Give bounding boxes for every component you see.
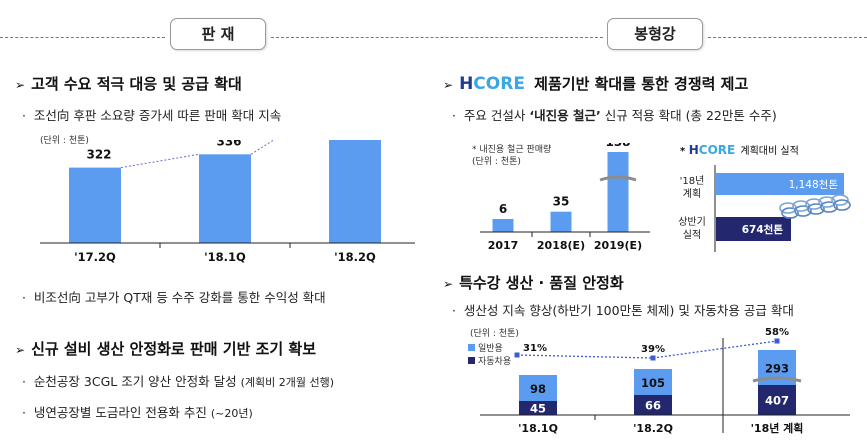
x-tick-label: '18.2Q [633, 422, 673, 435]
right-divider [708, 37, 867, 38]
tab-bar-section: 봉형강 [607, 18, 703, 50]
left-bullet-2: · 비조선向 고부가 QT재 등 수주 강화를 통한 수익성 확대 [22, 290, 326, 305]
triangle-bullet-icon: ➢ [443, 277, 454, 291]
right-bullet-2: · 생산성 지속 향상(하반기 100만톤 체제) 및 자동차용 공급 확대 [452, 303, 794, 318]
rebar-coil-icon [820, 201, 838, 213]
x-tick-label: '18.2Q [334, 250, 376, 264]
bar-value-label: 138 [605, 143, 630, 149]
axis-break-marker [752, 376, 802, 383]
triangle-bullet-icon: ➢ [15, 343, 26, 357]
legend-general: 일반용 [468, 341, 503, 354]
right-heading-1: ➢ HCORE 제품기반 확대를 통한 경쟁력 제고 [443, 74, 749, 94]
bar-value-label: 1,148천톤 [789, 179, 839, 191]
bar [607, 152, 629, 232]
bar-value-label: 322 [86, 148, 111, 162]
mini-chart-unit: (단위 : 천톤) [472, 157, 521, 167]
right-heading-2: ➢ 특수강 생산 · 품질 안정화 [443, 274, 624, 292]
bar-value-label: 35 [553, 195, 570, 209]
left-heading-1: ➢ 고객 수요 적극 대응 및 공급 확대 [15, 75, 242, 93]
row-label: '18년 [680, 175, 705, 187]
legend-auto: 자동차용 [468, 354, 511, 367]
trend-connector [250, 140, 275, 155]
bar-auto [519, 401, 557, 415]
x-tick-label: '18.1Q [204, 250, 246, 264]
rebar-coil-icon [794, 205, 812, 217]
dot-bullet-icon: · [22, 290, 34, 305]
x-tick-label: 2019(E) [594, 239, 642, 252]
bar-general-value: 105 [641, 376, 665, 390]
right-unit: (단위 : 천톤) [470, 329, 519, 339]
bar [199, 154, 251, 243]
bar-auto-value: 407 [765, 394, 789, 408]
rebar-coil-icon [831, 194, 849, 206]
share-label: 31% [523, 343, 547, 354]
rebar-coil-icon [781, 207, 799, 219]
dot-bullet-icon: · [452, 108, 464, 123]
dot-bullet-icon: · [22, 108, 34, 123]
x-tick-label: 2018(E) [537, 239, 585, 252]
legend-swatch-auto [468, 357, 475, 364]
dot-bullet-icon: · [22, 405, 34, 420]
mini-chart-title: * 내진용 철근 판매량 [472, 145, 552, 155]
hicore-logo: HCORE [459, 74, 525, 94]
bar-value-label: 6 [499, 202, 507, 216]
bar-value-label: 674천톤 [742, 223, 784, 236]
tab-plate: 판 재 [170, 18, 266, 50]
bar-auto [634, 395, 672, 415]
rebar-coil-icon [833, 199, 851, 211]
row-label: 실적 [683, 229, 701, 241]
bar [716, 173, 844, 195]
bar [69, 167, 121, 243]
x-tick-label: '18년 계획 [751, 421, 804, 435]
bar [329, 140, 381, 244]
x-tick-label: '18.1Q [518, 422, 558, 435]
bar [550, 211, 572, 232]
share-marker [774, 338, 780, 344]
legend-swatch-general [468, 344, 475, 351]
bar-general [519, 375, 557, 401]
bar-general-value: 293 [765, 362, 789, 376]
special-steel-chart: 45 98 '18.1Q 66 105 '18.2Q 407 293 '18년 계획 31% 39%… [480, 327, 850, 435]
center-divider [271, 37, 603, 38]
left-bullet-3: · 순천공장 3CGL 조기 양산 안정화 달성 (계획비 2개월 선행) [22, 374, 335, 389]
bar-auto-value: 66 [645, 399, 661, 413]
right-bullet-1: · 주요 건설사 ‘내진용 철근’ 신규 적용 확대 (총 22만톤 수주) [452, 108, 777, 123]
left-bullet-1: · 조선向 후판 소요량 증가세 따른 판매 확대 지속 [22, 108, 282, 123]
left-bullet-4: · 냉연공장별 도금라인 전용화 추진 (~20년) [22, 405, 253, 420]
trend-connector [120, 153, 200, 169]
left-divider [0, 37, 165, 38]
x-tick-label: '17.2Q [74, 250, 116, 264]
axis-break-marker [599, 175, 637, 182]
hicore-chart-title: * HCORE 계획대비 실적 [680, 143, 799, 157]
left-unit: (단위 : 천톤) [40, 136, 89, 146]
row-label: 상반기 [678, 216, 706, 228]
share-marker [514, 352, 520, 358]
rebar-sales-chart: 6 2017 35 2018(E) 138 2019(E) [480, 143, 650, 252]
left-heading-2: ➢ 신규 설비 생산 안정화로 판매 기반 조기 확보 [15, 340, 317, 358]
dot-bullet-icon: · [22, 374, 34, 389]
row-label: 계획 [683, 188, 701, 200]
bar-auto-value: 45 [530, 402, 546, 416]
share-label: 58% [765, 327, 789, 338]
share-label: 39% [641, 344, 665, 355]
x-tick-label: 2017 [488, 239, 519, 252]
bar-general-value: 98 [530, 382, 546, 396]
bar [492, 219, 514, 232]
triangle-bullet-icon: ➢ [443, 78, 454, 92]
rebar-coil-icon [807, 203, 825, 215]
bar-general [634, 369, 672, 395]
share-marker [650, 355, 656, 361]
triangle-bullet-icon: ➢ [15, 78, 26, 92]
bar-auto [758, 385, 796, 415]
bar [716, 217, 791, 241]
dot-bullet-icon: · [452, 303, 464, 318]
bar-value-label: 336 [216, 140, 241, 148]
